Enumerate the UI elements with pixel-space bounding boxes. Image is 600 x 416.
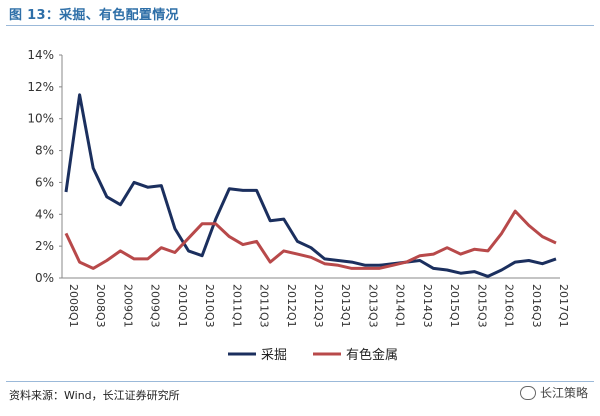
title-divider [6,25,594,26]
y-tick-label: 2% [35,239,54,253]
x-tick-label: 2010Q1 [176,284,189,328]
legend-label: 采掘 [261,348,287,363]
series-lines [64,93,557,278]
series-line [64,93,557,278]
legend-label: 有色金属 [346,347,398,363]
x-tick-label: 2009Q3 [149,284,162,328]
x-tick-label: 2017Q1 [557,284,570,328]
source-note: 资料来源：Wind，长江证券研究所 [9,389,180,402]
x-tick-label: 2013Q1 [339,284,352,328]
y-tick-label: 4% [35,207,54,221]
x-tick-label: 2015Q1 [448,284,461,328]
wechat-icon [519,385,536,400]
x-tick-label: 2009Q1 [121,284,134,328]
x-tick-label: 2011Q3 [258,284,271,328]
x-tick-label: 2010Q3 [203,284,216,328]
x-tick-label: 2008Q3 [94,284,107,328]
x-tick-label: 2016Q1 [503,284,516,328]
x-tick-label: 2012Q1 [285,284,298,328]
x-tick-labels: 2008Q1 2008Q3 2009Q1 2009Q3 2010Q1 2010Q3 2011… [67,284,570,328]
y-tick-label: 6% [35,175,54,189]
line-chart: 0%2%4%6%8%10%12%14% 2008Q1 2008Q3 2009Q1 20… [27,48,570,363]
x-tick-label: 2014Q3 [421,284,434,328]
x-tick-label: 2016Q3 [530,284,543,328]
watermark-text: 长江策略 [539,386,588,400]
x-tick-label: 2012Q3 [312,284,325,328]
footer-divider [6,381,594,382]
x-tick-label: 2013Q3 [366,284,379,328]
watermark: 长江策略 [519,384,588,401]
legend: 采掘 有色金属 [228,347,398,363]
y-tick-label: 14% [27,48,54,62]
series-line [64,209,557,270]
x-tick-label: 2008Q1 [67,284,80,328]
x-tick-label: 2015Q3 [475,284,488,328]
x-tick-label: 2011Q1 [230,284,243,328]
y-tick-label: 12% [27,80,54,94]
x-tick-label: 2014Q1 [394,284,407,328]
y-tick-label: 8% [35,144,54,158]
y-tick-labels: 0% 2% 4% 6% 8% 10% 12% 14% [27,48,62,285]
y-tick-label: 0% [35,271,54,285]
figure-title: 图 13：采掘、有色配置情况 [9,8,179,23]
y-tick-label: 10% [27,112,54,126]
